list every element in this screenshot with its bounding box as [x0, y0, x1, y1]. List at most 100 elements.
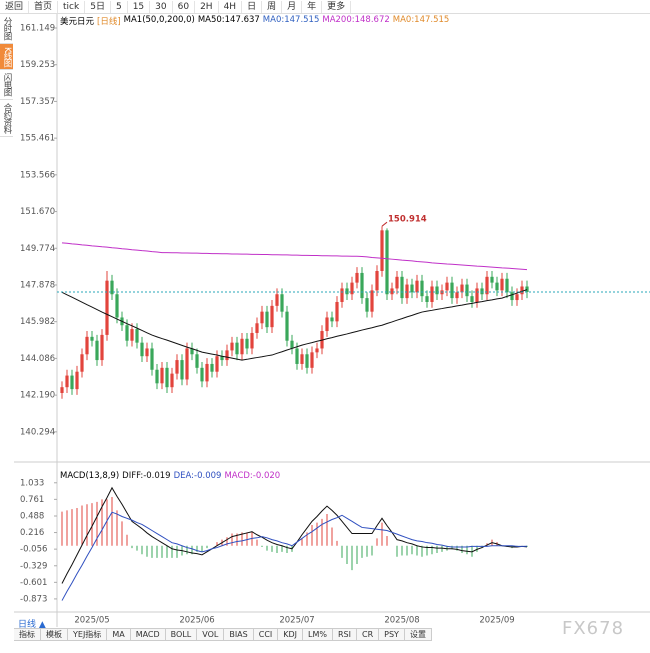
side-tab[interactable]: 合约资料 [0, 100, 13, 137]
max-label: 150.914 [388, 215, 427, 225]
candle-body [355, 272, 359, 283]
toolbar-button[interactable]: 4H [219, 0, 243, 13]
period: [日线] [97, 17, 121, 27]
x-tick-label: 2025/05 [74, 616, 109, 626]
candle-body [505, 278, 509, 293]
toolbar-button[interactable]: 月 [282, 0, 303, 13]
y-tick-label: 1.033 [20, 478, 44, 488]
y-tick-label: 145.982 [20, 317, 55, 327]
macd-line [61, 511, 528, 601]
indicator-tab[interactable]: BIAS [224, 628, 254, 641]
candle-body [100, 334, 104, 361]
candle-body [65, 375, 69, 388]
watermark: FX678 [562, 618, 625, 639]
toolbar-button[interactable]: 5日 [85, 0, 111, 13]
x-tick-label: 2025/09 [479, 616, 514, 626]
candle-body [200, 367, 204, 382]
toolbar-button[interactable]: 年 [302, 0, 323, 13]
y-tick-label: 149.774 [20, 244, 55, 254]
macd-legend: MACD(13,8,9) DIFF:-0.019 DEA:-0.009 MACD:-… [60, 471, 280, 481]
toolbar-button[interactable]: 2H [195, 0, 219, 13]
candle-body [190, 348, 194, 355]
toolbar-button[interactable]: 更多 [322, 0, 352, 13]
toolbar-button[interactable]: tick [58, 0, 86, 13]
candle-body [80, 354, 84, 372]
candle-body [270, 305, 274, 328]
toolbar-button[interactable]: 首页 [29, 0, 59, 13]
indicator-tab[interactable]: CR [357, 628, 380, 641]
toolbar-button[interactable]: 5 [111, 0, 128, 13]
indicator-tab[interactable]: 模板 [41, 628, 68, 641]
indicator-tab[interactable]: CCI [253, 628, 279, 641]
candle-body [70, 375, 74, 390]
y-tick-label: 140.294 [20, 427, 55, 437]
indicator-tab[interactable]: MA [107, 628, 131, 641]
legend-entry: MACD:-0.020 [224, 471, 281, 481]
ma-line [61, 289, 528, 361]
toolbar: 返回 首页 tick 5日 5 15 30 60 2H 4H 日周月年更多 [0, 0, 650, 14]
candle-body [415, 280, 419, 293]
candle-body [135, 329, 139, 343]
candle-body [475, 288, 479, 302]
toolbar-button[interactable]: 60 [173, 0, 196, 13]
candle-body [420, 280, 424, 297]
candle-body [260, 311, 264, 324]
indicator-tab[interactable]: PSY [379, 628, 405, 641]
toolbar-button[interactable]: 30 [150, 0, 173, 13]
candle-body [285, 311, 289, 341]
toolbar-button[interactable]: 日 [242, 0, 263, 13]
candle-body [90, 336, 94, 341]
legend-entry: MA0:147.515 [392, 15, 450, 25]
candle-body [480, 288, 484, 295]
period-tab[interactable]: 日线 ▲ [18, 620, 46, 630]
candle-body [280, 294, 284, 312]
candle-body [60, 387, 64, 393]
indicator-tab[interactable]: 设置 [404, 628, 432, 641]
legend-entry: MA50:147.637 [197, 15, 260, 25]
indicator-tab[interactable]: YEJ指标 [68, 628, 108, 641]
candle-body [185, 348, 189, 380]
candle-body [290, 340, 294, 349]
indicator-tab[interactable]: RSI [333, 628, 357, 641]
indicator-tab[interactable]: VOL [197, 628, 225, 641]
side-tab[interactable]: K线图 [0, 43, 13, 71]
candle-body [150, 348, 154, 370]
candle-body [250, 332, 254, 349]
candle-body [240, 338, 244, 355]
sidebar: 分时图 K线图 闪电图 合约资料 [0, 14, 13, 137]
toolbar-button[interactable]: 返回 [0, 0, 30, 13]
y-tick-label: 0.216 [20, 528, 44, 538]
candle-body [345, 288, 349, 295]
x-tick-label: 2025/07 [279, 616, 314, 626]
indicator-tab[interactable]: KDJ [278, 628, 304, 641]
toolbar-button[interactable]: 周 [262, 0, 283, 13]
candle-body [350, 282, 354, 295]
candle-body [370, 290, 374, 312]
candle-body [490, 276, 494, 283]
legend-entry: DEA:-0.009 [173, 471, 222, 481]
y-tick-label: 142.190 [20, 391, 55, 401]
indicator-tab[interactable]: LM% [303, 628, 333, 641]
candle-body [330, 317, 334, 322]
candle-body [395, 276, 399, 289]
indicator-tab[interactable]: MACD [130, 628, 166, 641]
candle-body [195, 354, 199, 368]
candle-body [75, 371, 79, 390]
indicator-tab[interactable]: 指标 [14, 628, 41, 641]
side-tab[interactable]: 闪电图 [0, 70, 13, 100]
candle-body [220, 356, 224, 361]
candle-body [495, 282, 499, 291]
x-tick-label: 2025/06 [179, 616, 214, 626]
candle-body [310, 352, 314, 368]
candle-body [450, 282, 454, 299]
y-tick-label: -0.056 [20, 545, 47, 555]
candle-body [95, 340, 99, 361]
indicator-tab[interactable]: BOLL [165, 628, 198, 641]
side-tab[interactable]: 分时图 [0, 14, 13, 44]
candle-body [385, 230, 389, 295]
candle-body [210, 363, 214, 372]
max-marker [381, 221, 388, 227]
candle-body [180, 360, 184, 380]
candle-body [125, 325, 129, 341]
toolbar-button[interactable]: 15 [128, 0, 151, 13]
